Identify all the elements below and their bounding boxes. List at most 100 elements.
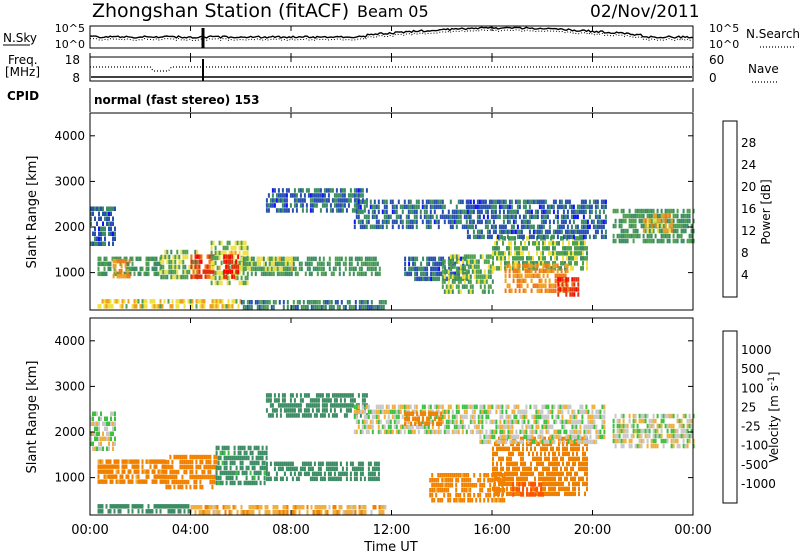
echo-cell: [359, 204, 362, 210]
echo-cell: [408, 261, 411, 267]
echo-cell: [557, 429, 560, 435]
echo-cell: [189, 454, 192, 460]
echo-cell: [546, 476, 548, 482]
echo-cell: [527, 419, 530, 425]
echo-cell: [425, 224, 428, 230]
echo-cell: [668, 228, 671, 233]
echo-cell: [204, 274, 207, 279]
echo-cell: [543, 424, 546, 430]
echo-cell: [339, 188, 342, 193]
echo-cell: [309, 461, 312, 467]
echo-cell: [149, 509, 152, 514]
echo-cell: [270, 256, 273, 262]
echo-cell: [544, 261, 546, 266]
echo-cell: [461, 264, 464, 269]
echo-cell: [581, 419, 584, 425]
echo-cell: [426, 416, 429, 421]
echo-cell: [550, 266, 552, 271]
echo-cell: [119, 504, 122, 509]
echo-cell: [496, 266, 498, 271]
echo-cell: [498, 251, 500, 256]
echo-cell: [545, 419, 548, 425]
echo-cell: [175, 304, 178, 309]
echo-cell: [492, 219, 495, 225]
echo-cell: [664, 233, 667, 239]
echo-cell: [455, 478, 458, 483]
echo-cell: [498, 436, 500, 442]
echo-cell: [589, 414, 592, 420]
noise-tick-left-low: 10^0: [55, 38, 85, 51]
echo-cell: [342, 305, 345, 310]
echo-cell: [315, 398, 318, 403]
echo-cell: [577, 409, 580, 415]
echo-cell: [458, 266, 461, 272]
echo-cell: [471, 259, 474, 264]
echo-cell: [564, 273, 567, 278]
echo-cell: [550, 204, 553, 210]
echo-cell: [479, 414, 482, 420]
echo-cell: [343, 413, 346, 418]
echo-cell: [339, 471, 342, 477]
echo-cell: [415, 199, 418, 205]
echo-cell: [542, 204, 545, 210]
echo-cell: [345, 408, 348, 413]
echo-cell: [660, 238, 663, 244]
echo-cell: [480, 229, 483, 235]
echo-cell: [327, 198, 330, 203]
echo-cell: [546, 263, 549, 268]
echo-cell: [166, 254, 169, 260]
echo-cell: [451, 224, 454, 230]
echo-cell: [520, 251, 522, 256]
echo-cell: [332, 305, 335, 310]
echo-cell: [196, 249, 199, 255]
echo-cell: [166, 269, 169, 275]
echo-cell: [232, 505, 235, 510]
echo-cell: [574, 236, 576, 241]
echo-cell: [209, 454, 212, 460]
echo-cell: [197, 299, 200, 304]
echo-cell: [321, 398, 324, 403]
echo-cell: [289, 413, 292, 418]
echo-cell: [434, 276, 437, 282]
echo-cell: [530, 466, 532, 472]
echo-cell: [441, 269, 444, 274]
echo-cell: [576, 446, 578, 452]
echo-cell: [561, 414, 564, 420]
echo-cell: [236, 240, 239, 246]
echo-cell: [279, 408, 282, 413]
echo-cell: [529, 404, 532, 410]
echo-cell: [572, 256, 574, 261]
echo-cell: [441, 274, 444, 279]
echo-cell: [96, 431, 98, 436]
echo-cell: [550, 491, 552, 497]
echo-cell: [471, 254, 474, 259]
echo-cell: [654, 213, 657, 218]
echo-cell: [311, 208, 314, 213]
echo-cell: [324, 305, 327, 310]
echo-cell: [112, 446, 114, 451]
echo-cell: [133, 469, 136, 474]
echo-cell: [552, 251, 554, 256]
echo-cell: [556, 214, 559, 220]
echo-cell: [556, 273, 559, 278]
echo-cell: [477, 279, 480, 284]
cpid-strip: CPID normal (fast stereo) 153: [7, 88, 694, 110]
echo-cell: [353, 414, 356, 420]
echo-cell: [534, 241, 536, 246]
echo-cell: [321, 476, 324, 482]
echo-cell: [668, 413, 671, 419]
echo-cell: [275, 476, 278, 482]
echo-cell: [405, 404, 408, 410]
echo-cell: [405, 224, 408, 230]
echo-cell: [498, 204, 501, 210]
echo-cell: [510, 214, 513, 220]
echo-cell: [448, 266, 451, 272]
echo-cell: [429, 404, 432, 410]
echo-cell: [399, 204, 402, 210]
echo-cell: [540, 471, 542, 477]
echo-cell: [479, 429, 482, 435]
echo-cell: [160, 254, 163, 260]
echo-cell: [190, 505, 193, 510]
echo-cell: [447, 414, 450, 420]
echo-cell: [312, 256, 315, 262]
